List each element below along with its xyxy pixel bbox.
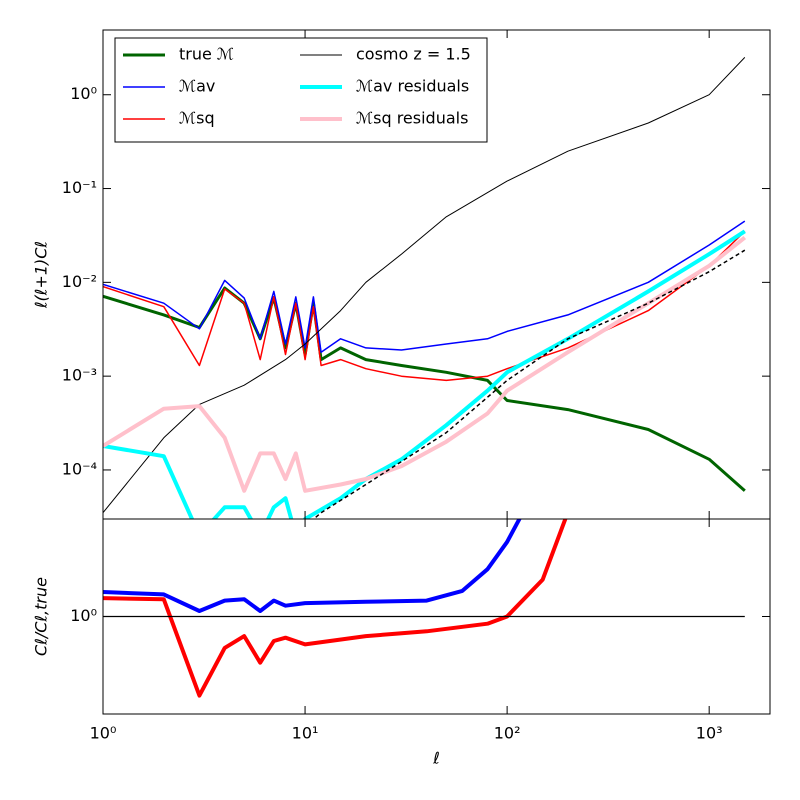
series-line bbox=[103, 230, 746, 382]
top-plot bbox=[103, 57, 747, 519]
y-axis-label: ℓ(ℓ+1)Cℓ bbox=[32, 241, 51, 309]
y-tick-label: 10⁰ bbox=[70, 606, 97, 625]
y-tick-label: 10⁻⁴ bbox=[62, 459, 97, 478]
y-tick-label: 10⁻² bbox=[62, 272, 97, 291]
series-line bbox=[103, 519, 522, 613]
legend-label: ℳav residuals bbox=[356, 77, 469, 96]
series-line bbox=[103, 519, 568, 698]
series-line bbox=[103, 286, 746, 492]
series-line bbox=[312, 249, 746, 519]
series-line bbox=[103, 236, 747, 493]
x-tick-label: 10¹ bbox=[292, 724, 319, 743]
x-axis-label: ℓ bbox=[432, 749, 440, 768]
y-tick-label: 10⁻³ bbox=[62, 366, 97, 385]
legend-label: cosmo z = 1.5 bbox=[356, 45, 471, 64]
x-tick-label: 10² bbox=[494, 724, 521, 743]
bottom-plot bbox=[103, 519, 745, 698]
legend-label: true ℳ bbox=[179, 45, 234, 64]
series-line bbox=[103, 229, 746, 519]
legend-label: ℳsq bbox=[179, 109, 215, 128]
legend-label: ℳsq residuals bbox=[356, 109, 468, 128]
y-axis-label: Cℓ/Cℓ,true bbox=[32, 577, 51, 656]
x-tick-label: 10³ bbox=[696, 724, 723, 743]
y-tick-label: 10⁻¹ bbox=[62, 178, 97, 197]
axes: 10⁻⁴ 10⁻³ 10⁻² 10⁻¹ 10⁰ ℓ(ℓ+1)Cℓ true ℳ ℳav ℳsq c… bbox=[32, 29, 771, 768]
series-line bbox=[103, 220, 746, 353]
legend-label: ℳav bbox=[179, 77, 215, 96]
y-tick-label: 10⁰ bbox=[70, 84, 97, 103]
x-tick-label: 10⁰ bbox=[90, 724, 117, 743]
series-line bbox=[103, 57, 746, 514]
